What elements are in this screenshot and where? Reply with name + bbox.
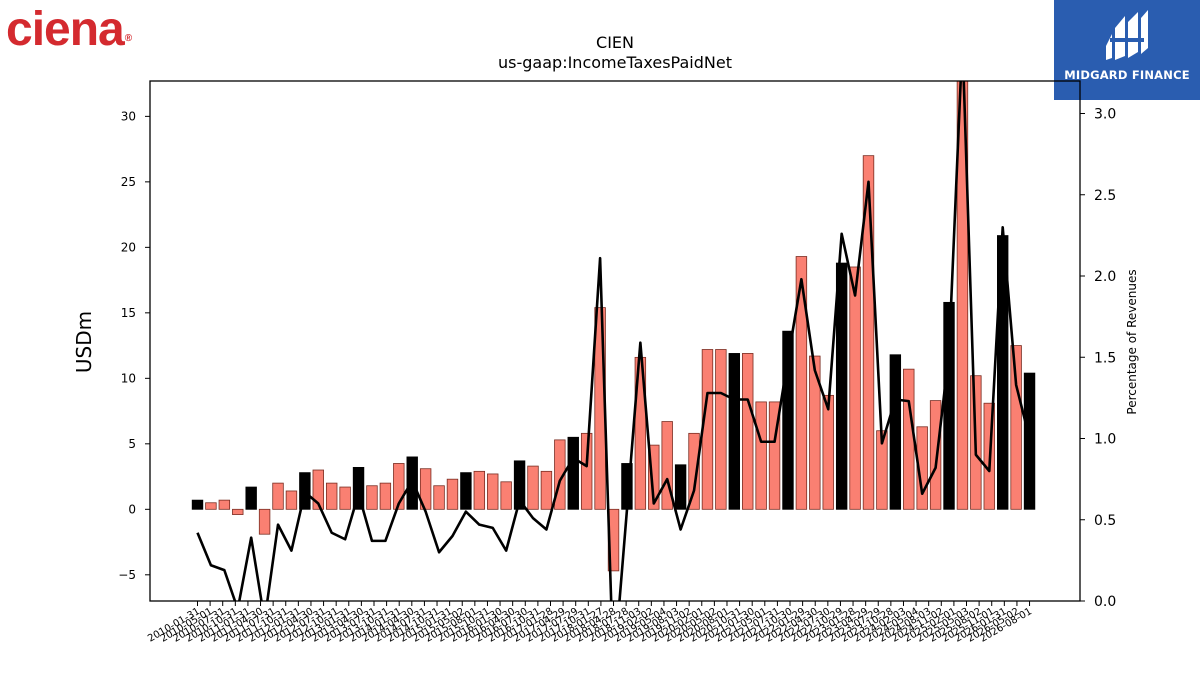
bar-quarterly	[446, 478, 459, 510]
plot-frame	[149, 80, 1081, 602]
bar-quarterly	[285, 490, 298, 510]
bar-quarterly	[795, 256, 808, 510]
bar-quarterly	[742, 353, 754, 510]
bar-quarterly	[768, 401, 781, 510]
bar-quarterly	[956, 81, 969, 510]
bar-quarterly	[849, 266, 861, 510]
bar-quarterly	[648, 444, 660, 510]
bar-quarterly	[232, 508, 244, 515]
y-right-tick-label: 1.5	[1094, 350, 1116, 366]
axes: −50510152025300.00.51.01.52.02.53.02010-…	[118, 80, 1116, 645]
y-right-tick-label: 0.0	[1094, 594, 1116, 610]
bar-quarterly	[325, 482, 338, 510]
y-tick-label: 30	[121, 109, 136, 123]
y-right-tick-label: 0.5	[1094, 513, 1116, 529]
bar-annual	[782, 330, 794, 510]
bar-quarterly	[473, 470, 486, 510]
y-tick-label: 0	[128, 502, 136, 516]
bar-quarterly	[540, 470, 553, 510]
y-right-tick-label: 1.0	[1094, 432, 1116, 448]
bar-annual	[191, 499, 204, 510]
bar-quarterly	[527, 465, 539, 510]
y-right-tick-label: 2.5	[1094, 188, 1116, 204]
bar-quarterly	[258, 508, 271, 535]
bar-quarterly	[487, 473, 499, 510]
bar-annual	[889, 354, 902, 510]
bar-quarterly	[1010, 345, 1022, 510]
y-tick-label: 20	[121, 240, 136, 254]
pct-line-layer	[196, 81, 1031, 601]
bar-quarterly	[755, 401, 767, 510]
bar-annual	[674, 464, 687, 510]
bar-quarterly	[688, 432, 700, 510]
bar-annual	[567, 436, 579, 510]
y-tick-label: 25	[121, 175, 136, 189]
bar-annual	[460, 472, 472, 510]
sponsor-name: MIDGARD FINANCE	[1064, 68, 1190, 82]
bar-quarterly	[822, 394, 834, 510]
bar-quarterly	[339, 486, 351, 510]
y-right-tick-label: 2.0	[1094, 269, 1116, 285]
bar-quarterly	[205, 502, 217, 510]
bar-annual	[513, 460, 526, 510]
midgard-emblem-icon	[1106, 10, 1148, 60]
bar-quarterly	[715, 349, 727, 510]
bar-quarterly	[661, 421, 673, 510]
bar-annual	[352, 466, 365, 510]
bar-annual	[835, 262, 848, 510]
bar-quarterly	[916, 426, 928, 510]
bar-quarterly	[929, 400, 942, 510]
y-tick-label: 15	[121, 306, 136, 320]
bars	[191, 81, 1036, 572]
bar-quarterly	[366, 485, 378, 510]
bar-quarterly	[218, 499, 231, 510]
midgard-finance-logo: MIDGARD FINANCE	[1054, 0, 1200, 100]
bar-quarterly	[809, 355, 821, 510]
chart-subtitle: us-gaap:IncomeTaxesPaidNet	[498, 53, 732, 72]
bar-quarterly	[379, 482, 392, 510]
y-tick-label: −5	[118, 568, 136, 582]
bar-annual	[245, 486, 257, 510]
bar-annual	[1023, 372, 1036, 510]
bar-quarterly	[433, 485, 445, 510]
bar-quarterly	[312, 469, 324, 510]
ciena-logo: ciena®	[6, 3, 132, 56]
y-right-tick-label: 3.0	[1094, 107, 1116, 123]
y-tick-label: 10	[121, 371, 136, 385]
bar-quarterly	[500, 481, 512, 510]
bar-quarterly	[580, 432, 593, 510]
pct-of-revenues-line	[196, 81, 1031, 601]
bar-annual	[728, 353, 741, 510]
bar-quarterly	[393, 463, 405, 510]
y-tick-label: 5	[128, 437, 136, 451]
bar-quarterly	[903, 368, 915, 510]
bar-quarterly	[272, 482, 284, 510]
bar-quarterly	[862, 155, 875, 510]
chart-title: CIEN	[596, 33, 634, 52]
bar-quarterly	[554, 439, 566, 510]
